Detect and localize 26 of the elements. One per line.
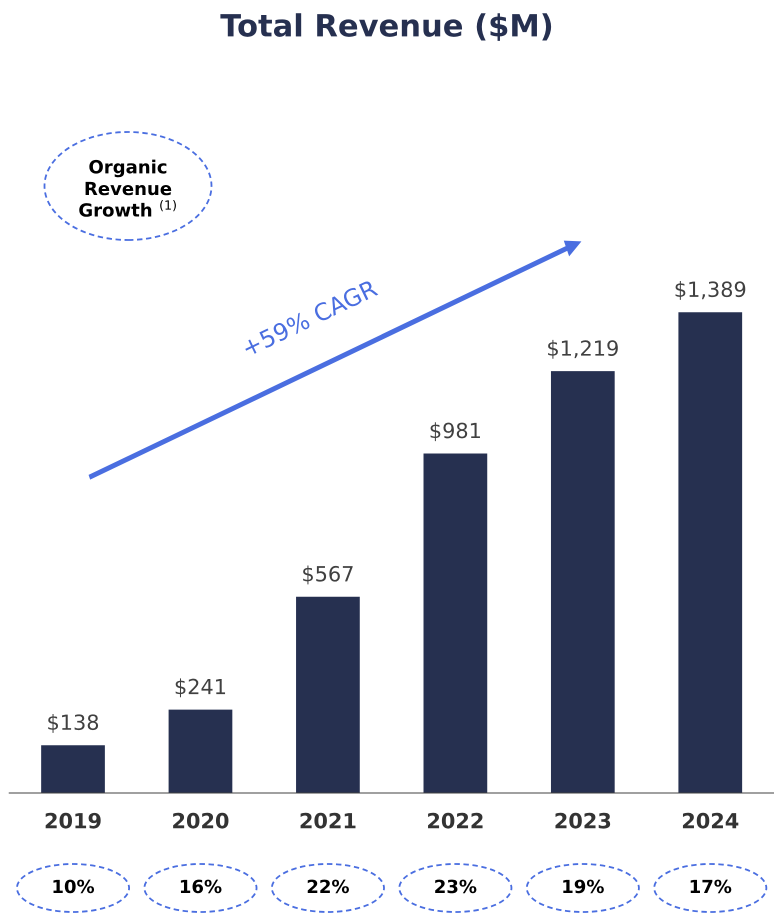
x-tick-label: 2019 [46,812,101,829]
bar [550,371,615,793]
bar [168,710,232,793]
x-tick-label: 2024 [682,812,738,829]
x-tick-label: 2022 [428,812,483,829]
data-label: $1,219 [548,340,618,359]
data-label: $138 [48,714,98,733]
text: 19% [563,880,604,894]
text: Organic Revenue Growth $^{(1)}$ [79,160,176,217]
bar [41,745,105,793]
x-tick-label: 2021 [300,812,356,829]
bar [296,596,360,793]
data-label: $981 [430,422,480,442]
text: 10% [53,880,94,894]
text: 17% [690,880,732,894]
x-tick-label: 2023 [555,812,610,829]
bar [424,453,488,793]
data-label: $241 [176,678,226,698]
chart-title: Total Revenue ($M) [220,13,552,41]
bar [678,312,742,793]
text: 16% [180,880,222,894]
data-label: $1,389 [676,281,746,300]
x-tick-label: 2020 [173,812,228,829]
data-label: $567 [303,565,353,584]
text: 22% [308,880,349,894]
text: 23% [435,880,476,894]
